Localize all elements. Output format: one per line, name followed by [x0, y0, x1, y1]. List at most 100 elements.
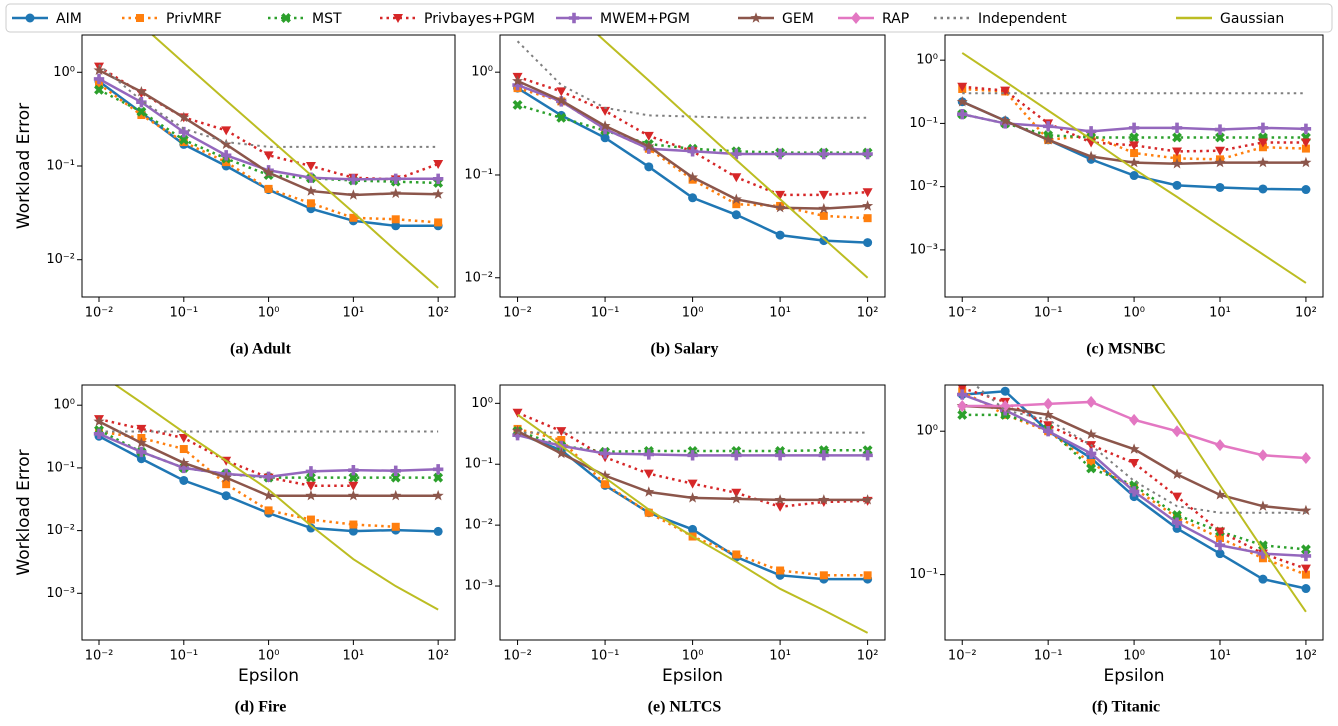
x-tick-label: 10¹ — [769, 649, 791, 664]
x-tick-label: 10⁻¹ — [591, 306, 620, 321]
marker — [178, 462, 189, 474]
caption: (c) MSNBC — [1086, 341, 1166, 358]
marker — [1214, 489, 1226, 500]
marker — [1214, 124, 1226, 135]
series: Independent — [98, 64, 439, 148]
marker — [957, 389, 968, 400]
marker — [348, 526, 358, 536]
marker — [220, 471, 232, 483]
marker — [136, 446, 147, 458]
marker — [349, 213, 358, 222]
caption: (f) Titanic — [1092, 699, 1160, 716]
marker — [1215, 527, 1226, 537]
marker — [774, 148, 786, 160]
x-tick-label: 10² — [1295, 306, 1317, 321]
marker — [687, 479, 698, 489]
marker — [1215, 146, 1226, 156]
marker — [433, 160, 444, 170]
marker — [263, 471, 274, 483]
marker — [732, 550, 741, 559]
marker — [1300, 564, 1311, 574]
marker — [599, 120, 611, 131]
series: GEM — [512, 75, 874, 214]
y-tick-label: 10⁻² — [46, 252, 75, 267]
marker — [775, 190, 786, 200]
marker — [221, 126, 232, 136]
marker — [306, 515, 315, 524]
x-tick-label: 10² — [427, 649, 449, 664]
marker — [512, 99, 523, 110]
marker — [1085, 448, 1097, 459]
series-line — [113, 385, 439, 611]
marker — [263, 166, 275, 178]
marker — [1086, 395, 1097, 408]
marker — [1172, 523, 1182, 533]
marker — [1172, 425, 1183, 438]
series: Privbayes+PGM — [957, 82, 1311, 157]
marker — [1215, 439, 1226, 452]
x-tick-label: 10¹ — [342, 306, 364, 321]
marker — [687, 450, 698, 461]
marker — [957, 385, 967, 394]
plot-area: AIMPrivMRFMSTPrivbayes+PGMMWEM+PGMGEMInd… — [956, 52, 1312, 284]
marker — [1257, 548, 1269, 559]
marker — [348, 481, 359, 491]
marker — [93, 73, 105, 85]
series: Gaussian — [961, 52, 1307, 284]
marker — [305, 162, 316, 171]
marker — [434, 218, 443, 227]
marker — [1301, 144, 1310, 153]
marker — [862, 450, 873, 461]
marker — [774, 494, 786, 505]
marker — [347, 489, 359, 501]
series-line — [961, 52, 1307, 284]
marker — [1130, 149, 1139, 158]
y-tick-label: 10⁰ — [53, 398, 75, 413]
x-tick-label: 10⁻² — [503, 649, 532, 664]
x-tick-label: 10⁻¹ — [169, 306, 198, 321]
y-tick-label: 10⁻² — [46, 523, 75, 538]
legend-box — [5, 3, 1333, 33]
marker — [731, 450, 742, 461]
marker — [221, 491, 231, 501]
marker — [179, 475, 189, 485]
plot-area: AIMPrivMRFMSTPrivbayes+PGMMWEM+PGMGEMRAP… — [956, 385, 1312, 613]
series-line — [516, 413, 869, 634]
x-tick-label: 10⁰ — [258, 306, 280, 321]
marker — [264, 184, 273, 193]
legend-marker — [851, 12, 861, 24]
x-tick-label: 10⁻¹ — [591, 649, 620, 664]
marker — [220, 138, 232, 150]
marker — [644, 162, 654, 172]
marker — [432, 464, 444, 475]
legend-marker — [568, 12, 580, 24]
marker — [556, 87, 567, 97]
marker — [774, 450, 786, 461]
marker — [1042, 134, 1054, 145]
y-axis-label: Workload Error — [14, 103, 34, 229]
marker — [349, 520, 358, 529]
y-axis-label: Workload Error — [14, 449, 34, 575]
series: Gaussian — [113, 385, 439, 611]
marker — [1172, 492, 1183, 502]
marker — [1129, 132, 1140, 143]
marker — [688, 193, 698, 203]
y-tick-label: 10⁻¹ — [464, 457, 493, 472]
series-line — [596, 35, 869, 279]
marker — [391, 522, 400, 531]
x-tick-label: 10⁻² — [948, 306, 977, 321]
marker — [1258, 574, 1268, 584]
marker — [1216, 534, 1225, 543]
marker — [957, 108, 968, 120]
marker — [1300, 156, 1312, 168]
y-tick-label: 10⁻¹ — [46, 159, 75, 174]
marker — [1215, 132, 1225, 143]
caption: (b) Salary — [651, 341, 719, 358]
marker — [599, 469, 611, 481]
marker — [1214, 156, 1226, 168]
marker — [643, 131, 654, 141]
marker — [1171, 122, 1183, 134]
y-tick-label: 10⁰ — [916, 424, 938, 439]
marker — [599, 448, 611, 459]
marker — [1128, 443, 1140, 454]
